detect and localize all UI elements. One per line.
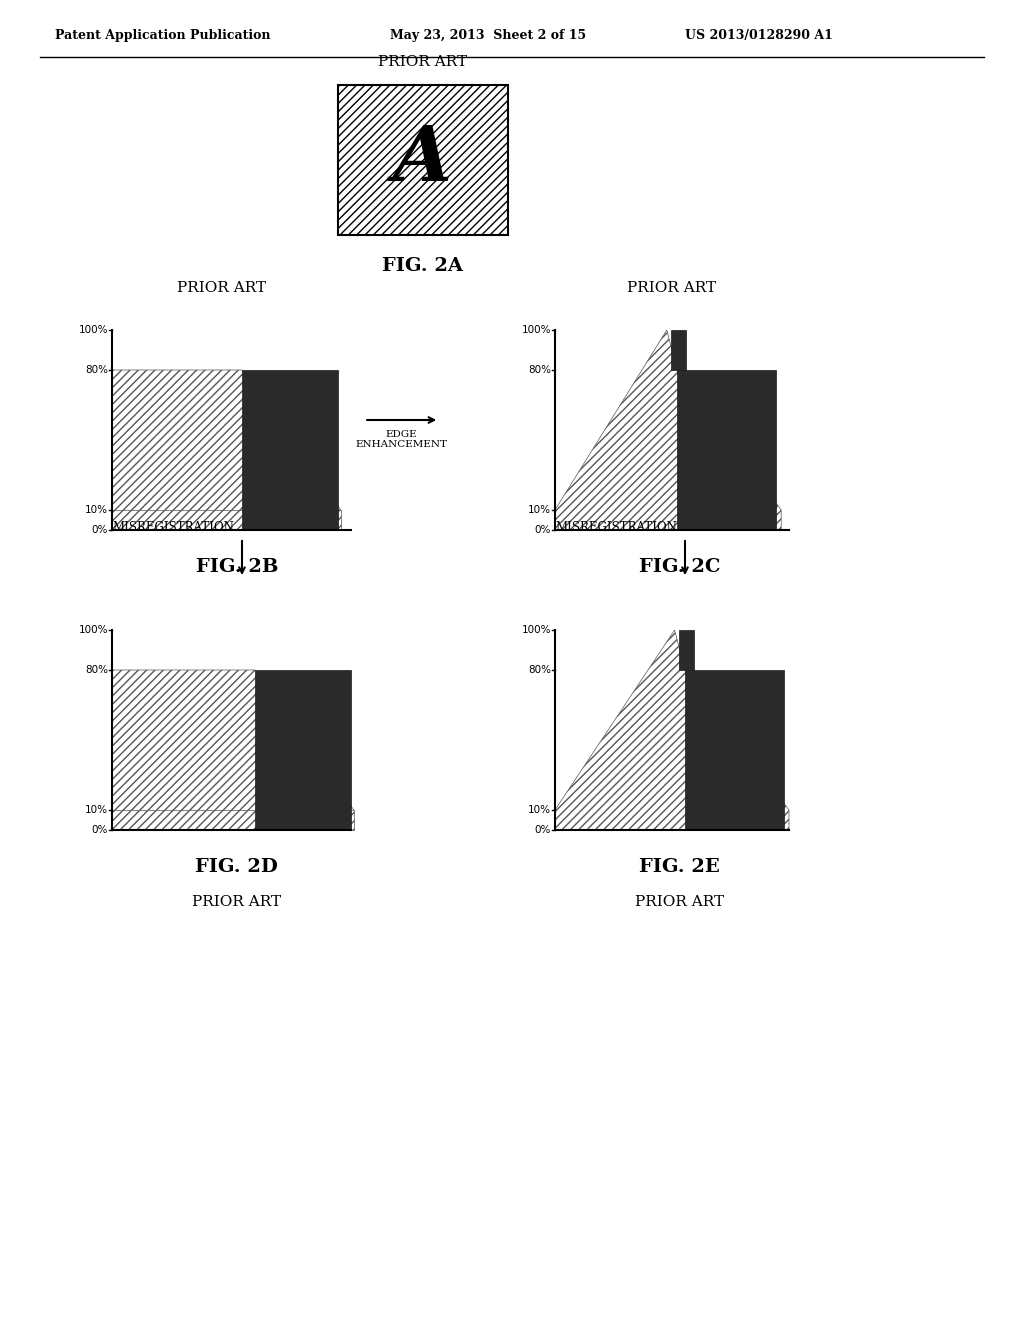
Bar [255, 671, 351, 830]
Text: 80%: 80% [85, 665, 108, 675]
Text: 0%: 0% [535, 525, 551, 535]
Text: 100%: 100% [521, 325, 551, 335]
Text: 10%: 10% [528, 805, 551, 814]
Text: A: A [393, 123, 453, 197]
Text: MISREGISTRATION: MISREGISTRATION [112, 521, 234, 535]
Text: EDGE
ENHANCEMENT: EDGE ENHANCEMENT [355, 430, 447, 449]
Text: 100%: 100% [79, 624, 108, 635]
Bar [679, 630, 694, 671]
Bar [677, 370, 776, 531]
Bar [671, 330, 686, 370]
Text: 0%: 0% [535, 825, 551, 836]
Text: MISREGISTRATION: MISREGISTRATION [555, 521, 677, 535]
Polygon shape [112, 810, 354, 830]
Text: FIG. 2E: FIG. 2E [639, 858, 720, 876]
Text: PRIOR ART: PRIOR ART [635, 895, 724, 909]
Polygon shape [112, 370, 341, 531]
Text: Patent Application Publication: Patent Application Publication [55, 29, 270, 41]
Polygon shape [555, 330, 781, 531]
Text: 0%: 0% [91, 825, 108, 836]
Text: 10%: 10% [85, 506, 108, 515]
Text: PRIOR ART: PRIOR ART [379, 55, 468, 69]
Text: FIG. 2D: FIG. 2D [196, 858, 279, 876]
Text: 100%: 100% [79, 325, 108, 335]
Text: 0%: 0% [91, 525, 108, 535]
Bar [242, 370, 338, 531]
Text: US 2013/0128290 A1: US 2013/0128290 A1 [685, 29, 833, 41]
Polygon shape [555, 630, 790, 830]
Text: FIG. 2C: FIG. 2C [639, 558, 721, 576]
Bar [685, 671, 783, 830]
Text: 80%: 80% [528, 366, 551, 375]
Text: PRIOR ART: PRIOR ART [193, 895, 282, 909]
Text: PRIOR ART: PRIOR ART [628, 281, 717, 294]
Text: 80%: 80% [528, 665, 551, 675]
Text: 10%: 10% [85, 805, 108, 814]
Text: FIG. 2B: FIG. 2B [196, 558, 279, 576]
Text: May 23, 2013  Sheet 2 of 15: May 23, 2013 Sheet 2 of 15 [390, 29, 586, 41]
Text: 100%: 100% [521, 624, 551, 635]
Text: 10%: 10% [528, 506, 551, 515]
Text: PRIOR ART: PRIOR ART [176, 281, 266, 294]
Text: 80%: 80% [85, 366, 108, 375]
Text: FIG. 2A: FIG. 2A [383, 257, 464, 275]
Polygon shape [112, 671, 354, 830]
Bar [338, 84, 508, 235]
Polygon shape [112, 510, 341, 531]
